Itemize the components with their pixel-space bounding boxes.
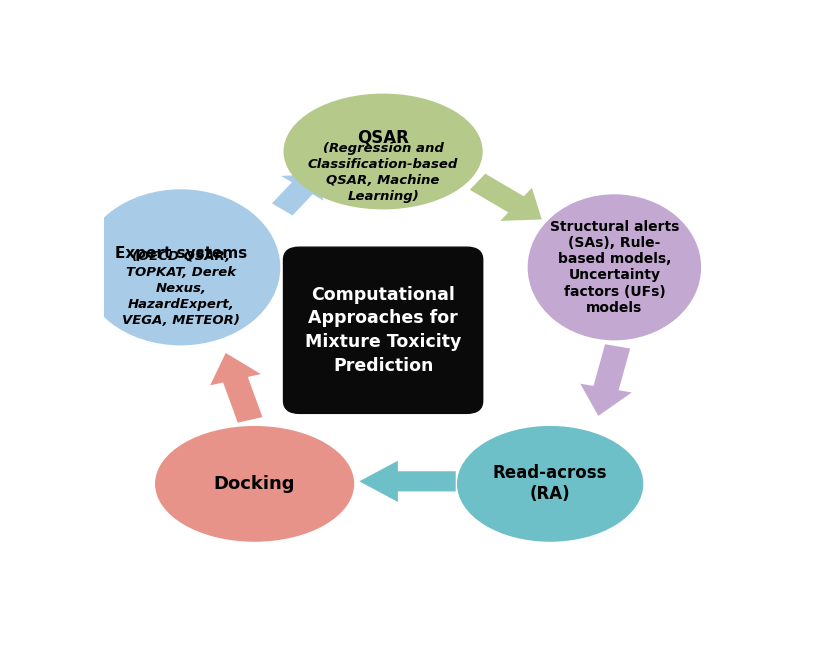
FancyBboxPatch shape [283,247,482,413]
Text: QSAR: QSAR [357,128,408,146]
Text: Computational
Approaches for
Mixture Toxicity
Prediction: Computational Approaches for Mixture Tox… [305,286,460,375]
Text: Read-across
(RA): Read-across (RA) [493,464,607,504]
Text: Docking: Docking [214,475,295,493]
Ellipse shape [456,426,643,542]
Polygon shape [359,460,455,502]
Ellipse shape [283,94,482,209]
Text: (OECD QSAR,
TOPKAT, Derek
Nexus,
HazardExpert,
VEGA, METEOR): (OECD QSAR, TOPKAT, Derek Nexus, HazardE… [122,250,239,327]
Ellipse shape [527,194,700,340]
Polygon shape [209,353,262,422]
Polygon shape [272,174,323,215]
Polygon shape [580,344,631,416]
Text: Expert systems: Expert systems [114,246,247,261]
Ellipse shape [81,189,280,345]
Text: Structural alerts
(SAs), Rule-
based models,
Uncertainty
factors (UFs)
models: Structural alerts (SAs), Rule- based mod… [549,220,678,315]
Polygon shape [469,174,542,221]
Ellipse shape [155,426,354,542]
Text: (Regression and
Classification-based
QSAR, Machine
Learning): (Regression and Classification-based QSA… [307,142,458,203]
